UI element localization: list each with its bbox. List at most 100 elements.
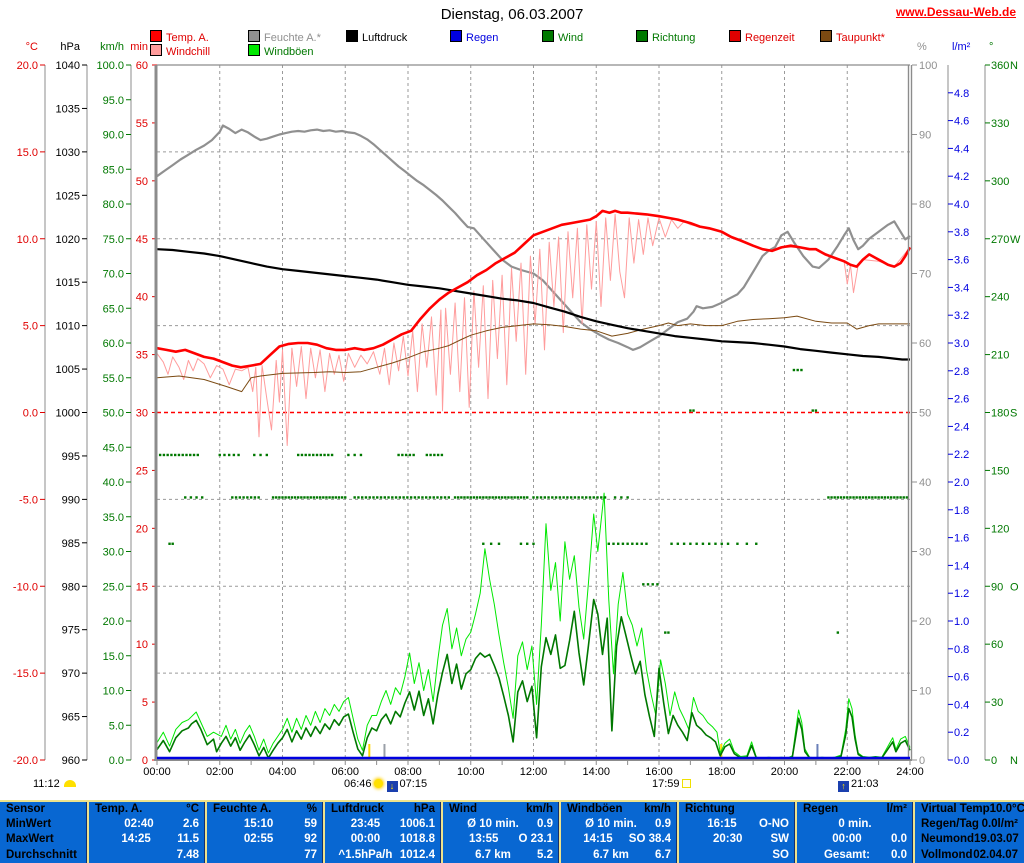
axis-tick-label: 4.0	[954, 199, 969, 211]
table-row: Regen/Tag 0.0l/m²	[915, 817, 1024, 832]
direction-dot	[315, 496, 319, 499]
plot-left-spine	[154, 65, 158, 760]
direction-dot	[539, 496, 543, 499]
direction-dot	[200, 496, 204, 499]
series-temp	[156, 209, 912, 369]
legend-item-regenzeit: Regenzeit	[729, 30, 795, 44]
direction-dot	[312, 453, 315, 457]
axis-tick-label: 2.8	[954, 366, 969, 378]
sunrise-moonset-times: 06:46 ↓ 07:15	[344, 778, 427, 792]
direction-dot	[676, 542, 680, 545]
direction-dot	[460, 496, 463, 499]
direction-dot	[347, 453, 350, 457]
table-row: 7.48	[89, 848, 205, 863]
x-tick-label: 14:00	[582, 766, 610, 778]
axis-tick-label: 1010	[56, 321, 80, 333]
direction-dot	[296, 453, 300, 457]
cell-label: Feuchte A.	[213, 803, 272, 815]
axis-tick-label: 35.0	[103, 512, 124, 524]
series-windchill	[156, 213, 911, 446]
cell-label: Ø 10 min.	[467, 818, 519, 831]
table-row: 6.7 km 5.2	[443, 848, 559, 863]
column-feuchtea: Feuchte A.% 15:10 59 02:55 92 77	[205, 802, 323, 863]
axis-tick-label: 4.6	[954, 116, 969, 128]
axis-tick-label: 3.0	[954, 338, 969, 350]
table-row: 14:25 11.5	[89, 832, 205, 847]
axis-tick-label: 0.6	[954, 672, 969, 684]
cell-value: 7.48	[176, 848, 199, 861]
direction-dot	[425, 453, 429, 457]
direction-dot	[271, 496, 275, 499]
axis-unit-temp: °C	[26, 41, 38, 53]
direction-dot	[189, 496, 193, 499]
direction-dot	[532, 496, 535, 499]
direction-dot	[839, 496, 843, 499]
series-pressure	[156, 248, 910, 361]
column-windböen: Windböen km/h Ø 10 min. 0.9 14:15 SO 38.4 6.7 …	[559, 802, 677, 863]
axis-tick-label: 15.0	[103, 651, 124, 663]
direction-dot	[858, 496, 861, 499]
direction-dot	[406, 496, 409, 499]
cell-label: Neumond	[921, 833, 975, 846]
direction-dot	[603, 496, 607, 499]
direction-dot	[404, 453, 408, 457]
direction-dot	[893, 496, 896, 499]
legend-item-windböen: Windböen	[248, 44, 314, 58]
axis-unit-press: hPa	[60, 41, 80, 53]
axis-tick-label: 100.0	[96, 60, 124, 72]
axis-tick-label: 300	[991, 176, 1009, 188]
cell-label: Sensor	[6, 803, 45, 815]
direction-dot	[170, 453, 173, 457]
direction-dot	[402, 496, 405, 499]
axis-tick-label: 0.0	[23, 408, 38, 420]
direction-dot	[417, 496, 420, 499]
legend-label: Windchill	[166, 46, 211, 58]
axis-tick-label: 60	[136, 60, 148, 72]
axis-tick-label: 1.0	[954, 616, 969, 628]
axis-tick-label: 120	[991, 523, 1009, 535]
legend-item-feuchtea: Feuchte A.*	[248, 30, 321, 44]
axis-tick-label: 90.0	[103, 130, 124, 142]
axis-tick-label: 30	[136, 408, 148, 420]
direction-dot	[296, 496, 300, 499]
sunset-time: 17:59	[652, 778, 693, 790]
column-richtung: Richtung 16:15 O-NO 20:30 SW SO	[677, 802, 795, 863]
direction-dot	[412, 453, 415, 457]
direction-dot	[432, 496, 435, 499]
cell-value: km/h	[526, 803, 553, 815]
website-link[interactable]: www.Dessau-Web.de	[895, 5, 1016, 19]
axis-tick-label: 60	[919, 338, 931, 350]
direction-dot	[237, 453, 240, 457]
direction-dot	[489, 542, 493, 545]
axis-tick-label: 45.0	[103, 442, 124, 454]
direction-dot	[158, 453, 162, 457]
table-row: SO	[679, 848, 795, 863]
x-tick-label: 20:00	[771, 766, 799, 778]
axis-tick-label: 40.0	[103, 477, 124, 489]
axis-tick-label: 2.6	[954, 394, 969, 406]
direction-dot	[519, 496, 523, 499]
axis-tick-label: 15	[136, 581, 148, 593]
cell-value: 2.6	[183, 818, 199, 831]
cell-label: 20:30	[713, 833, 743, 846]
direction-dot	[500, 496, 504, 499]
direction-dot	[745, 542, 749, 545]
direction-dot	[440, 496, 443, 499]
direction-dot	[457, 496, 460, 499]
direction-dot	[357, 496, 360, 499]
legend-label: Temp. A.	[166, 32, 209, 44]
table-row: Regen l/m²	[797, 802, 913, 817]
moonrise-time: ↑ 21:03	[836, 778, 879, 792]
direction-dot	[344, 496, 347, 499]
x-tick-label: 22:00	[833, 766, 861, 778]
column-wind: Wind km/h Ø 10 min. 0.9 13:55 O 23.1 6.7 km 5.2	[441, 802, 559, 863]
axis-tick-label: 1005	[56, 364, 80, 376]
x-tick-label: 00:00	[143, 766, 171, 778]
cell-label: 16:15	[707, 818, 737, 831]
direction-dot	[592, 496, 595, 499]
direction-dot	[253, 453, 256, 457]
axis-tick-label: 4.2	[954, 171, 969, 183]
cell-value: 0.9	[537, 818, 553, 831]
legend-label: Luftdruck	[362, 32, 408, 44]
cell-label: Luftdruck	[331, 803, 385, 815]
